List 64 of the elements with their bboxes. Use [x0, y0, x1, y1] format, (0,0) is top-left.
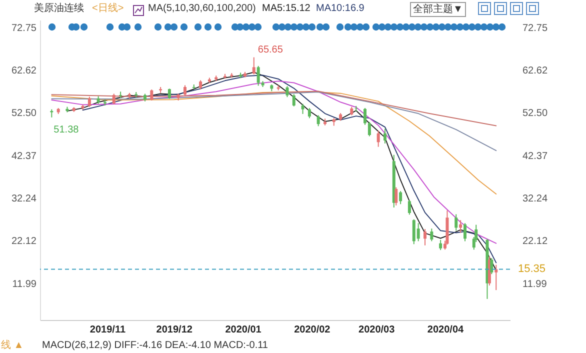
x-tick-label: 2019/12 [156, 324, 193, 336]
text: MA5:15.12 [262, 2, 310, 15]
y2-tick-label: 72.75 [522, 22, 548, 34]
candlestick [424, 228, 426, 246]
candlestick [430, 228, 434, 242]
candlestick [308, 108, 311, 119]
candlestick [368, 121, 371, 137]
y-tick-label: 11.99 [12, 278, 37, 290]
candlestick [399, 190, 402, 205]
candlestick [354, 105, 358, 112]
annotation: 51.38 [54, 124, 80, 136]
y-tick-label: 32.24 [11, 194, 37, 205]
text: 全部主题▼ [410, 2, 466, 17]
y2-tick-label: 32.24 [522, 194, 548, 205]
x-tick-label: 2020/02 [294, 324, 331, 336]
candlestick [184, 84, 186, 96]
candlestick [384, 128, 386, 144]
candlestick [88, 96, 91, 108]
text: <日线> [92, 2, 124, 15]
candlestick [408, 199, 411, 216]
candlestick [256, 65, 260, 86]
y-tick-label: 22.12 [11, 236, 37, 248]
text: MACD(26,12,9) DIFF:-4.16 DEA:-4.10 MACD:-0.11 [42, 339, 268, 352]
candlestick [416, 222, 420, 242]
candlestick [112, 93, 116, 105]
candlestick [439, 239, 442, 251]
x-tick-label: 2020/03 [358, 324, 396, 336]
candlestick [301, 103, 304, 114]
candlestick [459, 220, 462, 234]
line-series [51, 92, 497, 152]
y-tick-label: 42.37 [11, 150, 37, 162]
candlestick [292, 94, 296, 107]
y-tick-label: 62.62 [11, 66, 37, 77]
candlestick [199, 80, 202, 90]
annotation: 65.65 [258, 44, 284, 56]
text: 美原油连续 [34, 2, 84, 15]
candlestick [252, 56, 256, 75]
x-tick-label: 2020/01 [225, 324, 262, 336]
candlestick [376, 130, 380, 148]
text: MA(5,10,30,60,100,200) [148, 2, 256, 15]
x-tick-label: 2020/04 [427, 324, 464, 336]
candlestick [286, 86, 289, 98]
y2-tick-label: 11.99 [522, 278, 548, 290]
y-tick-label: 52.50 [11, 108, 37, 120]
line-series [51, 90, 497, 126]
candlestick [150, 89, 154, 101]
y2-tick-label: 52.50 [522, 108, 548, 120]
line-series [51, 80, 497, 244]
y2-tick-label: 62.62 [522, 66, 548, 77]
candlestick [168, 88, 171, 100]
x-tick-label: 2019/11 [90, 324, 126, 336]
ref-line-label: 15.35 [518, 263, 546, 276]
candlestick [464, 222, 466, 242]
candlestick [490, 258, 494, 275]
candlestick [454, 214, 458, 232]
candlestick [494, 264, 498, 291]
candlestick [394, 186, 398, 206]
y2-tick-label: 42.37 [522, 150, 548, 162]
candlestick [316, 114, 320, 127]
candlestick [364, 108, 366, 126]
y2-tick-label: 22.12 [522, 236, 548, 248]
text: MA10:16.9 [316, 2, 364, 15]
y-tick-label: 72.75 [11, 22, 37, 34]
text: 线 ▲ [1, 339, 24, 352]
